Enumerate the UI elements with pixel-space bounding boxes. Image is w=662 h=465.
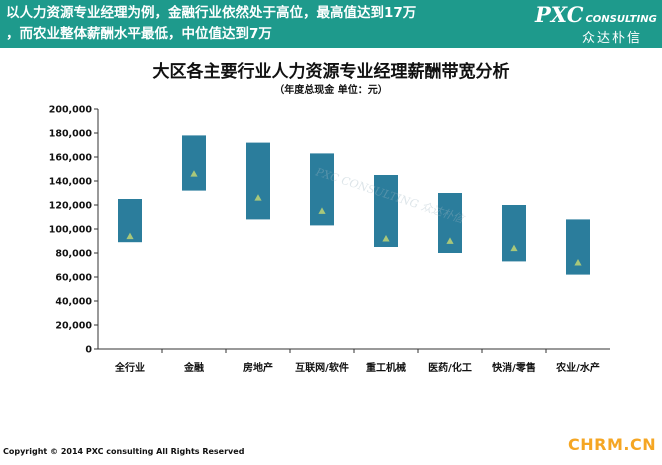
chart-title: 大区各主要行业人力资源专业经理薪酬带宽分析 — [152, 62, 510, 82]
salary-range-bar — [182, 135, 206, 191]
x-tick-label: 互联网/软件 — [295, 361, 349, 374]
y-tick-label: 200,000 — [49, 105, 93, 116]
median-marker — [446, 237, 454, 244]
logo-text: PXC — [535, 2, 584, 27]
y-tick-label: 140,000 — [49, 177, 93, 188]
y-tick-label: 0 — [85, 345, 92, 356]
x-tick-label: 农业/水产 — [555, 361, 600, 374]
median-marker — [318, 207, 326, 214]
x-tick-label: 快消/零售 — [491, 361, 536, 374]
y-tick-label: 180,000 — [49, 129, 93, 140]
x-tick-label: 重工机械 — [366, 361, 406, 374]
source-mark: CHRM.CN — [568, 435, 657, 454]
salary-range-bar — [310, 153, 334, 226]
median-marker — [254, 194, 262, 201]
chart-subtitle: （年度总现金 单位：元） — [274, 85, 388, 96]
median-marker — [510, 244, 518, 252]
y-tick-label: 100,000 — [49, 225, 93, 236]
y-tick-label: 80,000 — [55, 249, 92, 260]
salary-range-bar — [502, 205, 526, 262]
y-tick-label: 120,000 — [49, 201, 93, 212]
y-tick-label: 160,000 — [49, 153, 93, 164]
x-tick-label: 房地产 — [243, 361, 273, 374]
salary-range-bar — [566, 219, 590, 275]
median-marker — [190, 170, 198, 177]
header-banner: 以人力资源专业经理为例，金融行业依然处于高位，最高值达到17万 ，而农业整体薪酬… — [0, 0, 662, 48]
headline-line-1: 以人力资源专业经理为例，金融行业依然处于高位，最高值达到17万 — [6, 5, 417, 21]
x-tick-label: 医药/化工 — [428, 361, 472, 374]
median-marker — [126, 232, 134, 240]
logo-subtext: CONSULTING — [585, 14, 657, 25]
copyright-notice: Copyright © 2014 PXC consulting All Righ… — [3, 447, 245, 456]
x-tick-label: 金融 — [183, 361, 204, 374]
logo-chinese-name: 众达朴信 — [582, 31, 643, 46]
y-tick-label: 20,000 — [55, 321, 92, 332]
y-tick-label: 40,000 — [55, 297, 92, 308]
x-tick-label: 全行业 — [114, 361, 145, 374]
median-marker — [382, 235, 390, 242]
headline: 以人力资源专业经理为例，金融行业依然处于高位，最高值达到17万 ，而农业整体薪酬… — [6, 3, 536, 45]
salary-range-bar — [246, 142, 270, 220]
y-tick-label: 60,000 — [55, 273, 92, 284]
pxc-logo: PXC CONSULTING — [535, 2, 657, 27]
median-marker — [574, 259, 582, 266]
headline-line-2: ，而农业整体薪酬水平最低，中位值达到7万 — [6, 26, 272, 42]
